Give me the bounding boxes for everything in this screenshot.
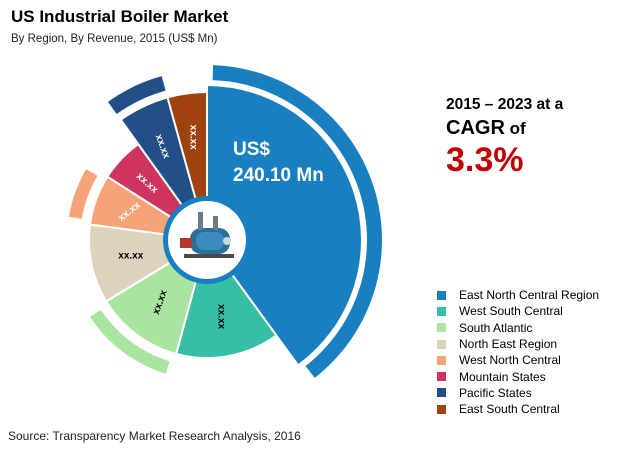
legend-item-mountain-states: Mountain States [437,368,599,384]
pie-slices [88,83,363,367]
legend-label: Mountain States [459,369,546,384]
legend-label: Pacific States [459,385,532,400]
legend-item-north-east-region: North East Region [437,336,599,352]
legend-label: East North Central Region [459,288,600,303]
legend-swatch [437,388,446,398]
legend-item-west-south-central: West South Central [437,303,599,319]
legend-label: East South Central [459,402,560,417]
legend-swatch [437,323,446,333]
legend-label: South Atlantic [459,320,533,335]
highlight-value: 240.10 Mn [233,165,324,186]
slice-label-east-south-central: xx.xx [187,125,198,150]
chart-title: US Industrial Boiler Market [11,7,229,26]
source-note: Source: Transparency Market Research Ana… [8,429,301,443]
legend-item-east-south-central: East South Central [437,401,599,417]
legend-swatch [437,404,446,414]
center-image [163,196,251,284]
legend-item-east-north-central-region: East North Central Region [437,287,599,303]
legend-swatch [437,339,446,349]
chart-subtitle: By Region, By Revenue, 2015 (US$ Mn) [11,33,218,45]
legend-swatch [437,290,446,300]
slice-label-north-east-region: xx.xx [118,251,143,262]
outer-ring-pacific-states [107,76,166,115]
outer-arcs [68,65,382,378]
legend-item-west-north-central: West North Central [437,352,599,368]
cagr-of: of [504,119,526,138]
cagr-heading: CAGR of [446,117,526,140]
industrial-boiler-icon [180,212,234,258]
slice-label-west-south-central: xx.xx [215,304,226,329]
cagr-period: 2015 – 2023 at a [446,96,564,113]
outer-ring-east-north-central-region [212,65,382,378]
legend-swatch [437,372,446,382]
legend-item-pacific-states: Pacific States [437,385,599,401]
legend-label: West North Central [459,353,561,368]
legend-swatch [437,355,446,365]
legend-label: West South Central [459,304,563,319]
legend-label: North East Region [459,337,558,352]
outer-ring-west-north-central [68,169,98,219]
highlight-currency: US$ [233,139,270,160]
outer-ring-south-atlantic [90,309,170,374]
cagr-value: 3.3% [446,141,524,179]
legend: East North Central Region West South Cent… [437,287,599,417]
cagr-word: CAGR [446,117,505,139]
legend-swatch [437,306,446,316]
slice-east-north-central-region [206,83,363,367]
legend-item-south-atlantic: South Atlantic [437,320,599,336]
